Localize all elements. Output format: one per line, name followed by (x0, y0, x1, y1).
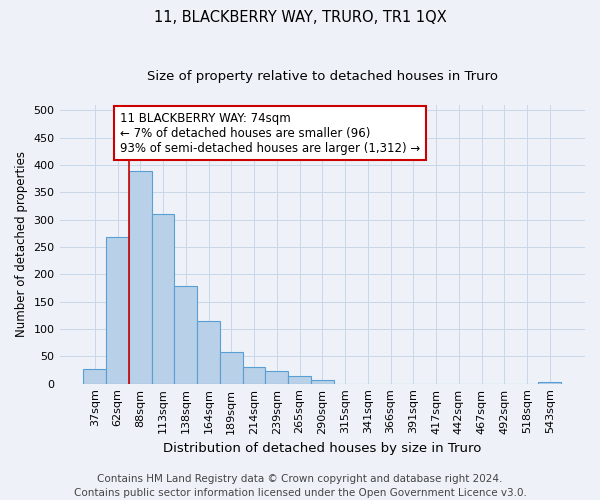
X-axis label: Distribution of detached houses by size in Truro: Distribution of detached houses by size … (163, 442, 481, 455)
Text: Contains HM Land Registry data © Crown copyright and database right 2024.
Contai: Contains HM Land Registry data © Crown c… (74, 474, 526, 498)
Bar (538, 382, 561, 384)
Bar (152, 214, 175, 384)
Y-axis label: Number of detached properties: Number of detached properties (15, 152, 28, 338)
Text: 11, BLACKBERRY WAY, TRURO, TR1 1QX: 11, BLACKBERRY WAY, TRURO, TR1 1QX (154, 10, 446, 25)
Bar (242, 368, 265, 384)
Bar (106, 237, 129, 384)
Bar (311, 380, 334, 384)
Title: Size of property relative to detached houses in Truro: Size of property relative to detached ho… (147, 70, 498, 83)
Bar (197, 321, 220, 384)
Bar (265, 370, 288, 384)
Bar (288, 376, 311, 384)
Bar (175, 286, 197, 384)
Bar (83, 369, 106, 384)
Text: 11 BLACKBERRY WAY: 74sqm
← 7% of detached houses are smaller (96)
93% of semi-de: 11 BLACKBERRY WAY: 74sqm ← 7% of detache… (120, 112, 420, 154)
Bar (129, 170, 152, 384)
Bar (220, 352, 242, 384)
